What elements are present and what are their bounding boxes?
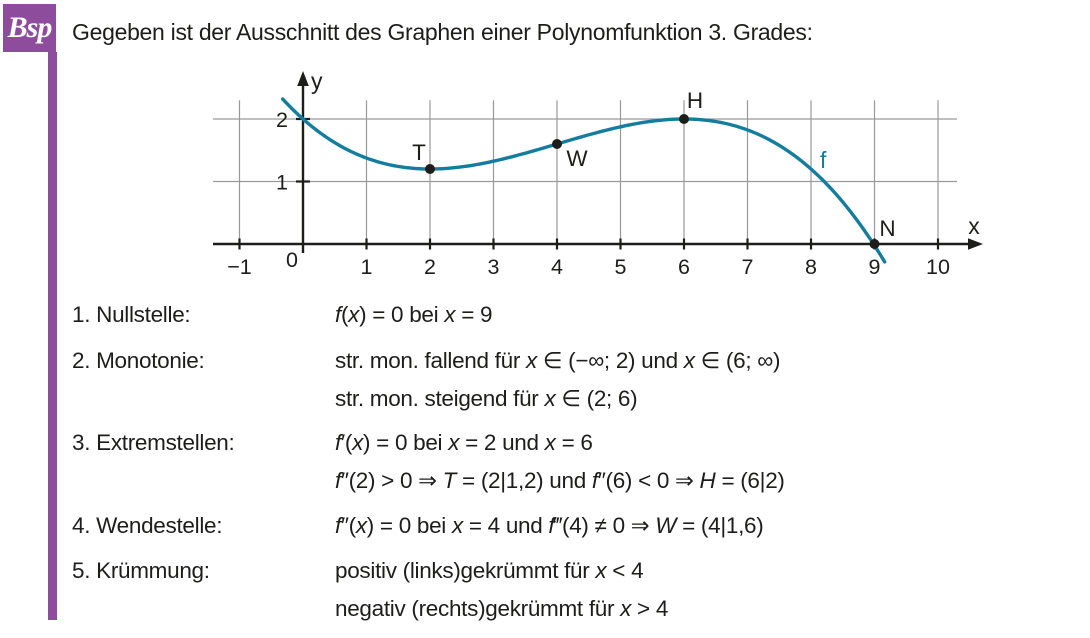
x-tick-label: 4 [551, 255, 563, 279]
page-title: Gegeben ist der Ausschnitt des Graphen e… [72, 19, 813, 45]
item-text-line: str. mon. fallend für x ∈ (−∞; 2) und x … [335, 348, 781, 373]
function-curve [280, 97, 887, 264]
accent-vertical-bar [48, 52, 57, 620]
list-item: 1. Nullstelle: f(x) = 0 bei x = 9 [72, 296, 493, 334]
list-item: 5. Krümmung: positiv (links)gekrümmt für … [72, 552, 668, 628]
item-text-line: f″(2) > 0 ⇒ T = (2|1,2) und f″(6) < 0 ⇒ … [335, 468, 785, 493]
example-badge-label: Bsp [7, 11, 53, 44]
x-tick-label: 2 [424, 255, 436, 279]
data-point [552, 139, 562, 149]
curve-label: f [820, 147, 827, 173]
x-tick-label: −1 [227, 255, 252, 279]
item-content: f(x) = 0 bei x = 9 [335, 296, 493, 334]
item-text-line: f″(x) = 0 bei x = 4 und f‴(4) ≠ 0 ⇒ W = … [335, 513, 764, 538]
item-content: positiv (links)gekrümmt für x < 4 negativ… [335, 552, 668, 628]
x-tick-label: 10 [926, 255, 950, 279]
x-tick-label: 8 [805, 255, 817, 279]
item-content: f′(x) = 0 bei x = 2 und x = 6 f″(2) > 0 ⇒… [335, 424, 785, 500]
item-text-line: str. mon. steigend für x ∈ (2; 6) [335, 386, 638, 411]
item-content: f″(x) = 0 bei x = 4 und f‴(4) ≠ 0 ⇒ W = … [335, 507, 764, 545]
item-text-line: negativ (rechts)gekrümmt für x > 4 [335, 596, 669, 621]
list-item: 3. Extremstellen: f′(x) = 0 bei x = 2 und… [72, 424, 785, 500]
list-item: 2. Monotonie: str. mon. fallend für x ∈ (… [72, 342, 780, 418]
item-label: 5. Krümmung: [72, 558, 210, 583]
x-tick-label: 5 [615, 255, 627, 279]
item-text-line: f′(x) = 0 bei x = 2 und x = 6 [335, 430, 593, 455]
item-text-line: f(x) = 0 bei x = 9 [335, 302, 493, 327]
item-label: 1. Nullstelle: [72, 302, 191, 327]
x-axis-arrow-icon [968, 238, 983, 250]
item-content: str. mon. fallend für x ∈ (−∞; 2) und x … [335, 342, 780, 418]
x-tick-label: 7 [742, 255, 754, 279]
item-label: 3. Extremstellen: [72, 430, 235, 455]
point-label: W [566, 146, 588, 171]
y-tick-label: 2 [276, 108, 288, 132]
point-label: N [879, 216, 895, 241]
x-axis-label: x [968, 213, 980, 239]
y-axis-label: y [311, 68, 323, 94]
y-tick-label: 1 [276, 171, 288, 195]
item-label: 2. Monotonie: [72, 348, 205, 373]
item-label: 4. Wendestelle: [72, 513, 223, 538]
point-label: H [687, 88, 703, 113]
data-point [679, 114, 689, 124]
x-tick-label: 9 [869, 255, 881, 279]
y-axis-arrow-icon [297, 71, 309, 86]
data-point [425, 164, 435, 174]
point-label: T [412, 140, 426, 165]
x-tick-label: 1 [361, 255, 373, 279]
x-tick-label: 6 [678, 255, 690, 279]
origin-label: 0 [286, 248, 298, 272]
item-text-line: positiv (links)gekrümmt für x < 4 [335, 558, 644, 583]
example-badge: Bsp [3, 4, 56, 52]
data-point [869, 239, 880, 249]
polynomial-graph: −1 1 2 3 4 5 6 7 8 9 10 1 2 0 x y f T W H N [213, 68, 983, 279]
list-item: 4. Wendestelle: f″(x) = 0 bei x = 4 und f… [72, 507, 764, 545]
x-tick-label: 3 [488, 255, 500, 279]
